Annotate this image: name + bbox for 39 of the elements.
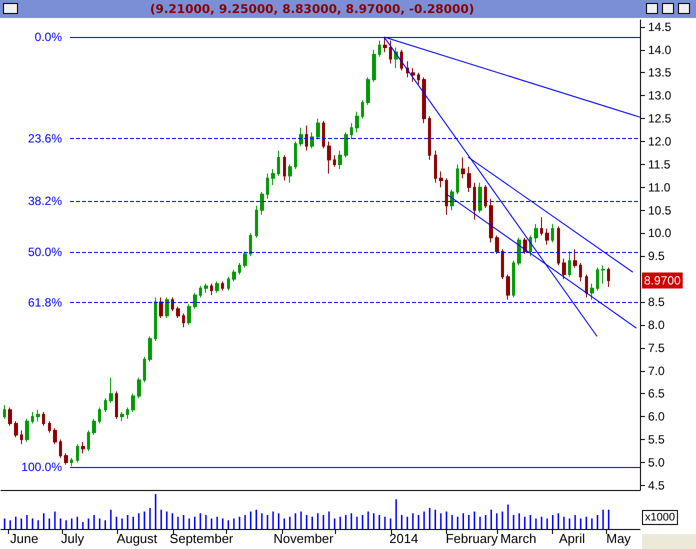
- y-tick-label: 5.0: [648, 455, 666, 470]
- ref-line-label: 100.0%: [21, 460, 62, 474]
- y-tick-label: 10.0: [648, 226, 672, 240]
- text: 8.9700: [644, 273, 682, 288]
- x-tick-label: November: [274, 531, 334, 546]
- ref-line-label: 38.2%: [28, 194, 62, 208]
- y-tick-label: 7.5: [648, 340, 666, 355]
- y-tick-label: 8.5: [648, 295, 666, 309]
- y-tick-label: 13.0: [648, 88, 672, 103]
- x-tick-label: August: [116, 531, 158, 546]
- ref-line-label: 50.0%: [28, 244, 62, 259]
- y-tick-label: 10.5: [648, 203, 672, 218]
- y-tick-label: 14.5: [648, 20, 672, 34]
- y-tick-label: 14.0: [648, 42, 672, 57]
- x-tick-label: March: [500, 531, 536, 546]
- y-tick-label: 6.5: [648, 386, 666, 401]
- y-tick-label: 8.0: [648, 318, 666, 332]
- x-tick-label: 2014: [389, 531, 418, 546]
- ref-line-label: 23.6%: [28, 131, 62, 146]
- ref-line-label: 61.8%: [28, 296, 62, 310]
- x-tick-label: May: [606, 531, 632, 546]
- y-tick-label: 4.5: [648, 478, 666, 492]
- y-tick-label: 7.0: [648, 364, 666, 378]
- y-tick-label: 13.5: [648, 66, 672, 80]
- y-tick-label: 11.0: [648, 180, 671, 194]
- y-tick-label: 5.5: [648, 432, 666, 447]
- x-tick-label: July: [61, 531, 85, 546]
- chart-title: (9.21000, 9.25000, 8.83000, 8.97000, -0.28000): [150, 2, 474, 16]
- ref-line-label: 0.0%: [34, 30, 62, 44]
- x-tick-label: February: [446, 531, 498, 546]
- y-tick-label: 12.0: [648, 134, 672, 149]
- x-tick-label: September: [170, 531, 234, 546]
- y-tick-label: 9.5: [648, 249, 666, 264]
- text: x1000: [645, 512, 675, 524]
- y-tick-label: 6.0: [648, 410, 666, 424]
- y-tick-label: 12.5: [648, 112, 672, 126]
- y-tick-label: 11.5: [648, 157, 671, 172]
- x-tick-label: April: [558, 531, 586, 546]
- x-tick-label: June: [10, 531, 38, 546]
